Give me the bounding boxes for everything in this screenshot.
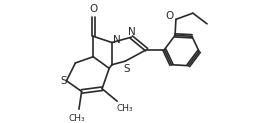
Text: O: O bbox=[89, 4, 97, 14]
Text: N: N bbox=[127, 27, 135, 37]
Text: O: O bbox=[166, 11, 174, 21]
Text: S: S bbox=[60, 76, 67, 86]
Text: CH₃: CH₃ bbox=[69, 114, 86, 123]
Text: S: S bbox=[124, 64, 130, 74]
Text: N: N bbox=[113, 35, 121, 45]
Text: CH₃: CH₃ bbox=[117, 104, 134, 113]
